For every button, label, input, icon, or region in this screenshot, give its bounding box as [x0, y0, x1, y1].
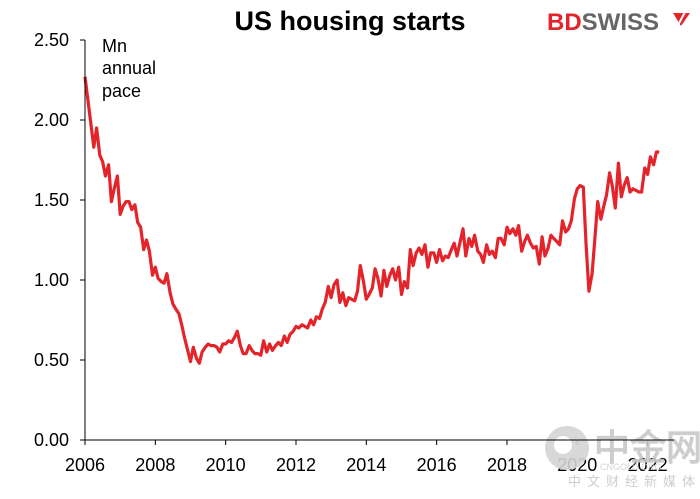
watermark: 中金网 CNGOLD.ORG 中文财经新媒体 — [545, 426, 700, 489]
brand-logo: BDSWISS — [547, 9, 690, 36]
y-tick-label: 1.50 — [34, 190, 69, 210]
x-tick-label: 2008 — [135, 455, 175, 475]
y-axis-unit-label: Mn annual pace — [102, 36, 156, 101]
x-tick-label: 2018 — [487, 455, 527, 475]
watermark-logo-inner — [554, 436, 572, 454]
x-tick-label: 2006 — [65, 455, 105, 475]
series-line-housing-starts — [83, 76, 660, 365]
brand-bd-text: BD — [547, 9, 582, 36]
y-tick-label: 2.00 — [34, 110, 69, 130]
y-tick-label: 0.50 — [34, 350, 69, 370]
unit-line-1: Mn — [102, 36, 127, 56]
y-tick-label: 1.00 — [34, 270, 69, 290]
x-tick-label: 2022 — [628, 455, 668, 475]
y-tick-label: 2.50 — [34, 30, 69, 50]
watermark-cn-text: 中金网 — [594, 427, 700, 468]
x-tick-label: 2010 — [206, 455, 246, 475]
y-tick-label: 0.00 — [34, 430, 69, 450]
unit-line-2: annual — [102, 58, 156, 78]
x-axis: 200620082010201220142016201820202022 — [65, 440, 668, 475]
y-axis: 0.00 0.50 1.00 1.50 2.00 2.50 — [34, 30, 85, 450]
chart-title: US housing starts — [234, 6, 465, 36]
brand-mark-slash — [676, 11, 686, 28]
x-tick-label: 2012 — [276, 455, 316, 475]
x-tick-label: 2014 — [346, 455, 386, 475]
brand-swiss-text: SWISS — [582, 9, 659, 36]
brand-logo-text: BDSWISS — [547, 9, 659, 36]
watermark-sub-text: 中文财经新媒体 — [568, 474, 700, 489]
unit-line-3: pace — [102, 81, 141, 101]
watermark-en-text: CNGOLD.ORG — [600, 462, 662, 472]
x-tick-label: 2016 — [417, 455, 457, 475]
